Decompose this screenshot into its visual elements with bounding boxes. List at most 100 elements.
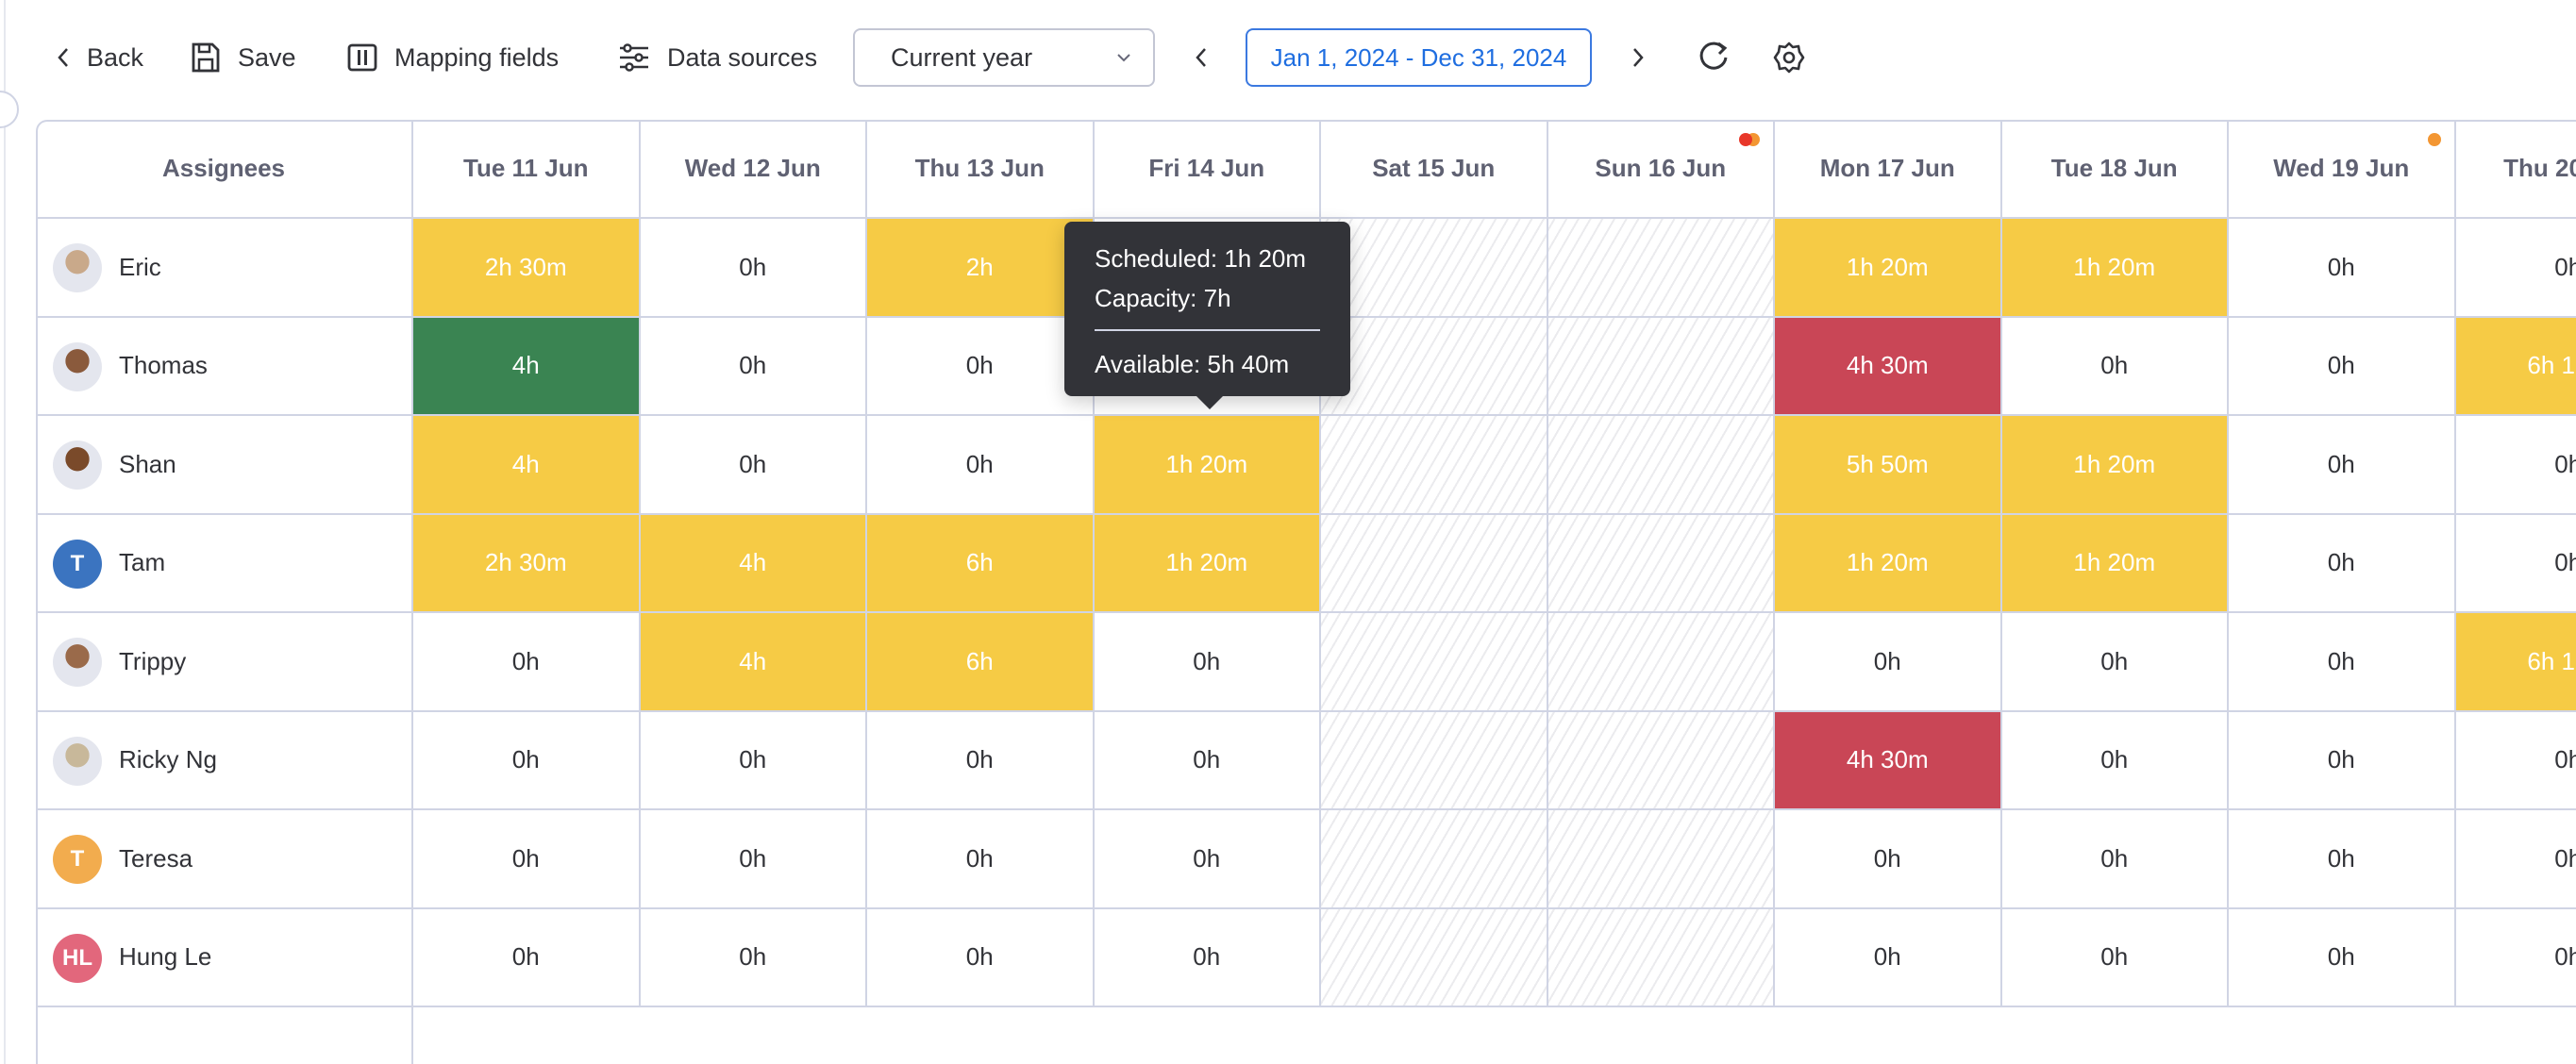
workload-cell[interactable]: 5h 50m	[1775, 416, 2002, 515]
workload-cell[interactable]: 0h	[2001, 613, 2229, 712]
workload-cell[interactable]: 0h	[867, 317, 1095, 416]
workload-cell[interactable]: 4h 30m	[1775, 317, 2002, 416]
workload-cell[interactable]: 1h 20m	[2001, 416, 2229, 515]
workload-cell[interactable]: 1h 20m	[2001, 514, 2229, 613]
assignee-row[interactable]: HL Hung Le	[36, 908, 413, 1007]
sidebar-toggle-button[interactable]	[0, 91, 19, 128]
workload-cell[interactable]: 0h	[2455, 712, 2576, 810]
date-range-button[interactable]: Jan 1, 2024 - Dec 31, 2024	[1246, 28, 1592, 87]
assignee-row[interactable]: T Tam	[36, 514, 413, 613]
avatar	[53, 341, 102, 391]
workload-cell[interactable]: 6h 15m	[2455, 613, 2576, 712]
workload-cell[interactable]: 0h	[1094, 711, 1321, 810]
workload-cell[interactable]: 0h	[2229, 219, 2456, 318]
tooltip-capacity: Capacity: 7h	[1095, 284, 1231, 312]
workload-cell[interactable]: 0h	[1094, 613, 1321, 712]
workload-value: 5h 50m	[1846, 449, 1929, 478]
workload-cell[interactable]: 0h	[640, 317, 867, 416]
workload-cell[interactable]: 0h	[413, 908, 641, 1007]
workload-value: 4h	[511, 449, 540, 478]
workload-cell[interactable]: 0h	[640, 810, 867, 909]
workload-cell[interactable]: 0h	[640, 908, 867, 1007]
workload-value: 0h	[2327, 646, 2355, 675]
workload-cell[interactable]: 0h	[2455, 219, 2576, 318]
assignees-header: Assignees	[36, 120, 413, 219]
workload-cell[interactable]: 0h	[867, 810, 1095, 909]
data-sources-button[interactable]: Data sources	[618, 28, 817, 87]
day-header-label: Fri 14 Jun	[1148, 154, 1265, 182]
workload-cell[interactable]: 0h	[2229, 317, 2456, 416]
workload-cell[interactable]: 4h	[640, 613, 867, 712]
workload-cell[interactable]: 6h	[867, 514, 1095, 613]
workload-cell[interactable]: 4h 30m	[1775, 711, 2002, 810]
workload-cell[interactable]: 0h	[1775, 613, 2002, 712]
assignee-row[interactable]: Trippy	[36, 613, 413, 712]
settings-button[interactable]	[1769, 38, 1809, 77]
workload-cell[interactable]: 0h	[2001, 810, 2229, 909]
save-button[interactable]: Save	[191, 28, 296, 87]
workload-cell[interactable]: 0h	[1094, 908, 1321, 1007]
weekend-cell	[1321, 317, 1548, 416]
assignee-name: Trippy	[119, 646, 187, 675]
back-button[interactable]: Back	[57, 28, 143, 87]
workload-cell[interactable]: 0h	[2001, 711, 2229, 810]
workload-cell[interactable]: 2h	[867, 219, 1095, 318]
workload-cell[interactable]: 0h	[867, 711, 1095, 810]
workload-cell[interactable]: 0h	[413, 711, 641, 810]
workload-cell[interactable]: 0h	[1775, 908, 2002, 1007]
workload-cell[interactable]: 0h	[1775, 810, 2002, 909]
workload-cell[interactable]: 1h 20m	[2001, 219, 2229, 318]
workload-cell[interactable]: 0h	[867, 416, 1095, 515]
workload-cell[interactable]: 0h	[2229, 908, 2456, 1007]
workload-cell[interactable]: 0h	[640, 711, 867, 810]
workload-cell[interactable]: 0h	[413, 810, 641, 909]
next-period-button[interactable]	[1618, 38, 1658, 77]
workload-cell[interactable]: 6h	[867, 613, 1095, 712]
workload-cell[interactable]: 0h	[2229, 416, 2456, 515]
assignee-row[interactable]: Eric	[36, 219, 413, 318]
workload-cell[interactable]: 0h	[2229, 810, 2456, 909]
refresh-button[interactable]	[1694, 38, 1733, 77]
workload-cell[interactable]: 1h 20m	[1775, 219, 2002, 318]
workload-cell[interactable]: 0h	[413, 613, 641, 712]
workload-cell[interactable]: 6h 15m	[2455, 317, 2576, 416]
assignee-name: Tam	[119, 548, 166, 577]
workload-cell[interactable]: 2h 30m	[413, 514, 641, 613]
workload-value: 0h	[1873, 646, 1901, 675]
workload-cell[interactable]: 4h	[413, 416, 641, 515]
date-range-label: Jan 1, 2024 - Dec 31, 2024	[1270, 42, 1567, 72]
assignee-row[interactable]: Shan	[36, 416, 413, 515]
workload-cell[interactable]: 2h 30m	[413, 219, 641, 318]
workload-cell[interactable]: 0h	[640, 416, 867, 515]
workload-cell[interactable]: 4h	[640, 514, 867, 613]
assignee-row[interactable]: Ricky Ng	[36, 711, 413, 810]
workload-cell[interactable]: 1h 20m	[1775, 514, 2002, 613]
workload-cell[interactable]: 0h	[2455, 515, 2576, 613]
workload-cell[interactable]: 0h	[867, 908, 1095, 1007]
period-select[interactable]: Current year	[853, 28, 1155, 87]
workload-cell[interactable]: 0h	[2001, 908, 2229, 1007]
workload-cell[interactable]: 0h	[2229, 514, 2456, 613]
workload-cell[interactable]: 0h	[2001, 317, 2229, 416]
workload-cell[interactable]: 0h	[640, 219, 867, 318]
assignee-row[interactable]: T Teresa	[36, 810, 413, 909]
workload-cell[interactable]: 4h	[413, 317, 641, 416]
assignee-row[interactable]: Thomas	[36, 317, 413, 416]
workload-cell[interactable]: 1h 20m	[1094, 514, 1321, 613]
weekend-cell	[1321, 908, 1548, 1007]
mapping-fields-button[interactable]: Mapping fields	[347, 28, 559, 87]
workload-cell[interactable]: 0h	[1094, 810, 1321, 909]
workload-table-border	[36, 120, 2576, 1064]
workload-value: 0h	[2327, 449, 2355, 478]
previous-period-button[interactable]	[1181, 38, 1221, 77]
workload-cell[interactable]: 0h	[2455, 810, 2576, 909]
workload-cell[interactable]: 0h	[2229, 711, 2456, 810]
workload-cell[interactable]: 0h	[2455, 416, 2576, 515]
workload-value: 1h 20m	[2073, 252, 2156, 281]
workload-cell[interactable]: 0h	[2455, 909, 2576, 1007]
workload-cell[interactable]: 0h	[2229, 613, 2456, 712]
assignee-name: Teresa	[119, 843, 193, 873]
workload-cell[interactable]: 1h 20m	[1094, 416, 1321, 515]
workload-value: 0h	[965, 449, 994, 478]
workload-value: 0h	[965, 843, 994, 873]
